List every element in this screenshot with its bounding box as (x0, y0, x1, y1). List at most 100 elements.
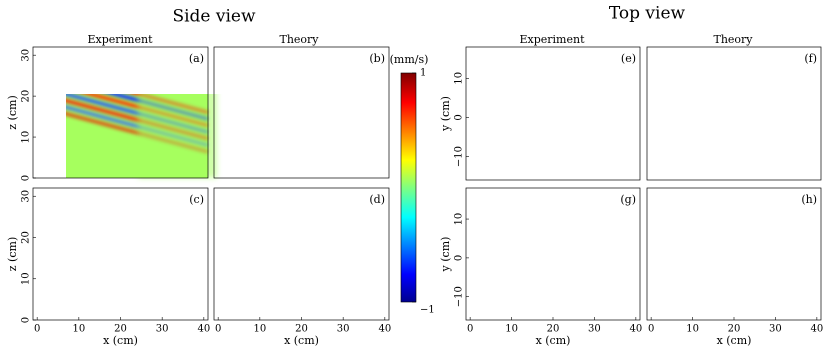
source (467, 228, 472, 287)
x-axis-label: x (cm) (103, 334, 138, 347)
colorbar-label: (mm/s) (390, 53, 429, 66)
x-tick-label: 20 (547, 324, 560, 335)
y-tick-label: 0 (454, 114, 465, 120)
field (218, 80, 389, 126)
panel-label: (g) (620, 193, 636, 206)
colorbar-tick-label: −1 (420, 305, 435, 316)
field (638, 230, 673, 283)
field (480, 239, 539, 276)
x-tick-label: 0 (215, 324, 221, 335)
field-background (647, 47, 821, 180)
field (47, 220, 107, 262)
panel-frame (465, 187, 641, 321)
source (648, 87, 653, 147)
x-tick-label: 40 (629, 324, 642, 335)
x-tick-label: 10 (253, 324, 266, 335)
y-tick-label: 20 (21, 231, 32, 244)
panel-frame (32, 187, 209, 321)
field-background (647, 188, 821, 320)
field (691, 71, 719, 156)
wall (33, 188, 37, 320)
wall (33, 47, 37, 178)
x-tick-label: 0 (648, 324, 654, 335)
heatmap-field (464, 47, 640, 180)
source (467, 87, 472, 147)
x-tick-label: 30 (769, 324, 782, 335)
y-axis-label: z (cm) (6, 237, 19, 271)
field (645, 241, 662, 273)
wall (647, 188, 651, 320)
x-tick-label: 30 (156, 324, 169, 335)
y-tick-label: 0 (454, 255, 465, 261)
x-tick-label: 30 (337, 324, 350, 335)
x-tick-label: 40 (197, 324, 210, 335)
field-background (214, 188, 389, 320)
source (34, 67, 39, 119)
y-axis-label: y (cm) (439, 237, 452, 273)
y-tick-label: 0 (21, 317, 32, 323)
y-tick-label: 0 (21, 175, 32, 181)
field (464, 75, 485, 144)
x-axis-label: x (cm) (717, 334, 752, 347)
wall (466, 47, 470, 180)
x-tick-label: 0 (467, 324, 473, 335)
column-title: Theory (279, 33, 319, 46)
x-tick-label: 10 (72, 324, 85, 335)
panel-frame (213, 46, 390, 179)
heatmap-field (214, 188, 389, 320)
source (648, 228, 653, 287)
x-axis-label: x (cm) (536, 334, 571, 347)
panel-frame (646, 187, 822, 321)
x-tick-label: 40 (378, 324, 391, 335)
field (647, 287, 657, 305)
wall (647, 47, 651, 180)
field (33, 315, 156, 320)
heatmap-field (33, 188, 208, 320)
colorbar (400, 72, 417, 303)
x-tick-label: 40 (810, 324, 823, 335)
field (218, 93, 389, 139)
field (218, 86, 389, 132)
field (684, 76, 708, 150)
panel-frame (213, 187, 390, 321)
y-tick-label: 10 (21, 131, 32, 144)
y-tick-label: 10 (21, 272, 32, 285)
panel-label: (h) (801, 193, 817, 206)
y-axis-label: z (cm) (6, 95, 19, 129)
wall (466, 188, 470, 320)
column-title: Experiment (87, 33, 153, 46)
wall (214, 188, 218, 320)
heatmap-field (33, 47, 217, 178)
field-background (33, 188, 208, 320)
field (529, 72, 543, 146)
y-tick-label: 10 (454, 213, 465, 226)
heatmap-field (647, 47, 821, 180)
field (480, 245, 522, 271)
panel-label: (e) (621, 52, 636, 65)
source (34, 208, 39, 261)
field (219, 206, 252, 264)
x-tick-label: 0 (34, 324, 40, 335)
panel-label: (b) (369, 52, 385, 65)
panel-label: (d) (369, 193, 385, 206)
side-title: Side view (172, 7, 256, 27)
field (483, 56, 525, 162)
x-tick-label: 10 (686, 324, 699, 335)
heatmap-field (466, 188, 640, 320)
source (215, 208, 220, 261)
panel-frame (32, 46, 209, 179)
panel-label: (f) (804, 52, 817, 65)
x-tick-label: 20 (114, 324, 127, 335)
field-background (214, 47, 389, 178)
colorbar-tick-label: 1 (420, 68, 426, 79)
field (138, 94, 217, 178)
x-axis-label: x (cm) (284, 334, 319, 347)
y-tick-label: −10 (454, 286, 465, 307)
field (494, 50, 536, 170)
x-tick-label: 20 (295, 324, 308, 335)
heatmap-field (214, 47, 389, 178)
field (47, 212, 124, 270)
field (529, 67, 550, 152)
panel-frame (465, 46, 641, 181)
